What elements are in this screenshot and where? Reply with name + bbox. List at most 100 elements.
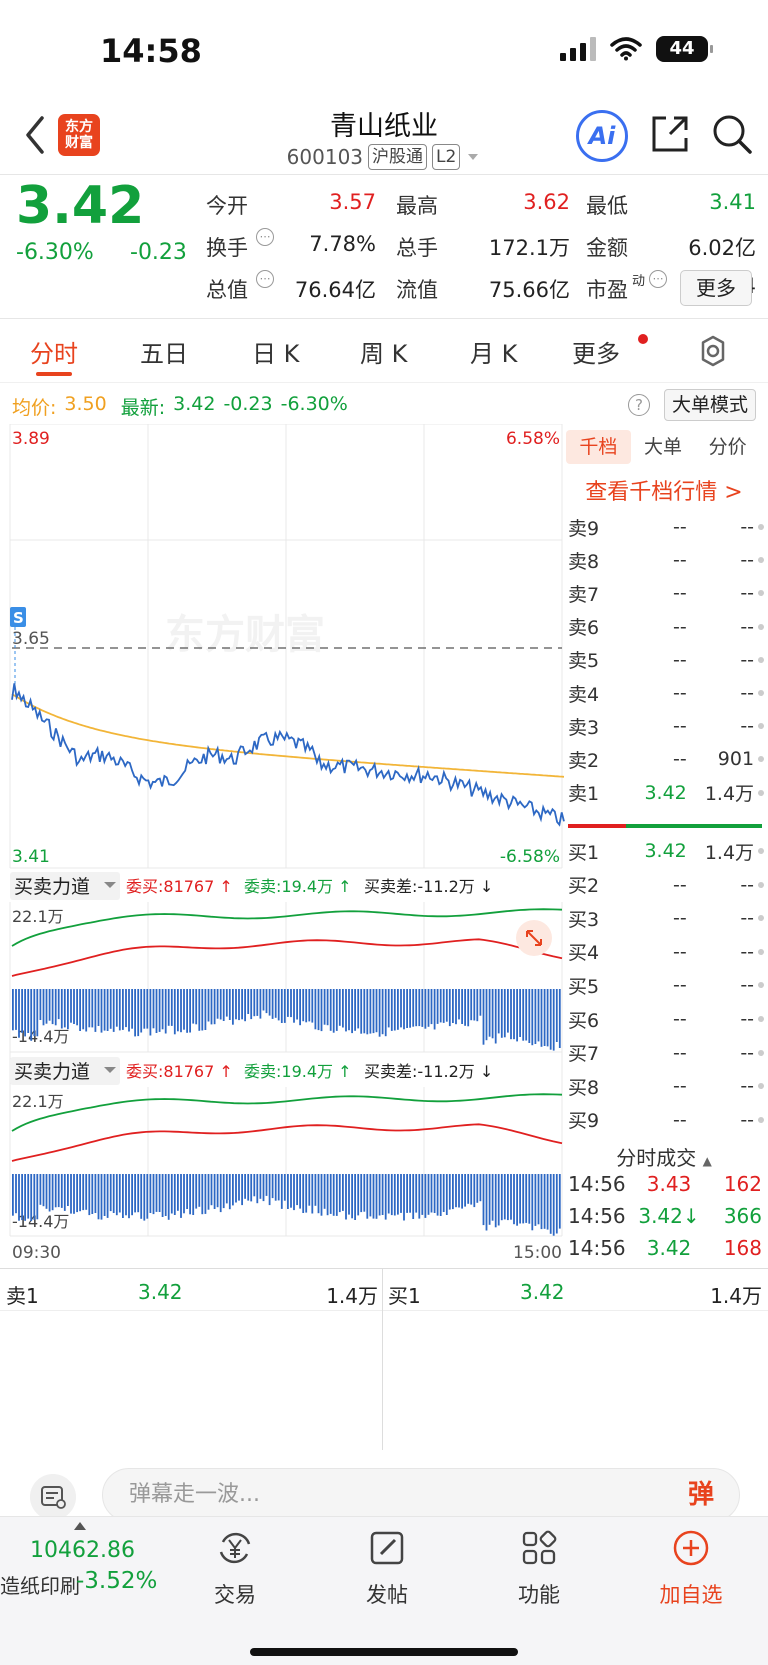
orderbook-row[interactable]: 买6 -- -- — [568, 1002, 764, 1036]
nav-function[interactable]: 功能 — [484, 1528, 594, 1609]
force-bar — [363, 1174, 366, 1212]
force-bar — [232, 989, 234, 1025]
quote-label: 最高 — [396, 194, 438, 218]
orderbook-row[interactable]: 买5 -- -- — [568, 968, 764, 1002]
notification-dot — [638, 334, 648, 344]
force-bar — [204, 1174, 207, 1214]
force-bar — [452, 1174, 454, 1210]
help-icon[interactable]: ? — [628, 394, 650, 416]
info-icon[interactable]: ⋯ — [256, 270, 274, 288]
danmu-input[interactable]: 弹幕走一波... — [102, 1468, 740, 1522]
force-bar — [525, 1174, 528, 1223]
stock-code-row[interactable]: 600103 沪股通 L2 — [0, 144, 768, 170]
nav-add-watch[interactable]: 加自选 — [636, 1528, 746, 1609]
force-bar — [51, 989, 54, 1025]
force-bar — [326, 989, 329, 1026]
big-order-mode-button[interactable]: 大单模式 — [664, 389, 756, 421]
orderbook-row[interactable]: 买2 -- -- — [568, 868, 764, 902]
view-qiandang-link[interactable]: 查看千档行情 > — [585, 480, 743, 505]
force-bar — [228, 1174, 231, 1210]
ai-button[interactable]: Ai — [576, 110, 628, 162]
danmu-button[interactable]: 弹 — [687, 1480, 714, 1510]
tick-price: 3.42 — [646, 1236, 692, 1260]
tab-more[interactable]: 更多 — [572, 340, 620, 368]
orderbook-row[interactable]: 买1 3.42 1.4万 — [568, 834, 764, 868]
index-pct[interactable]: -3.52% — [76, 1568, 158, 1594]
force-top: 22.1万 — [12, 907, 64, 926]
danmu-settings-icon[interactable] — [30, 1474, 76, 1520]
force-bar — [39, 1174, 42, 1205]
index-name[interactable]: 造纸印刷 — [0, 1574, 80, 1598]
force-bar — [485, 989, 488, 1041]
force-bar — [54, 1174, 57, 1208]
orderbook-row[interactable]: 卖6 -- -- — [568, 610, 764, 644]
force-bars-1 — [12, 989, 561, 1051]
tick-volume: 162 — [723, 1172, 762, 1196]
tab-week-k[interactable]: 周 K — [360, 340, 408, 368]
orderbook-row[interactable]: 卖8 -- -- — [568, 543, 764, 577]
force-bar — [277, 1174, 280, 1201]
orderbook-row[interactable]: 卖3 -- -- — [568, 709, 764, 743]
back-button[interactable] — [20, 112, 50, 158]
tab-dadan[interactable]: 大单 — [644, 436, 683, 458]
level-dot — [758, 1049, 764, 1056]
force-bar — [308, 989, 311, 1022]
index-expand-icon[interactable] — [74, 1522, 86, 1530]
level-label: 买1 — [568, 841, 600, 864]
nav-trade[interactable]: 交易 — [180, 1528, 290, 1609]
level-dot — [758, 848, 764, 854]
more-button[interactable]: 更多 — [680, 270, 752, 306]
y-bottom-label: 3.41 — [12, 847, 50, 867]
force-bar — [375, 1174, 378, 1219]
orderbook-row[interactable]: 买9 -- -- — [568, 1103, 764, 1137]
force-bar — [250, 1174, 253, 1202]
force-bar — [183, 989, 185, 1030]
force-bar — [558, 989, 561, 1048]
orderbook-row[interactable]: 卖1 3.42 1.4万 — [568, 776, 764, 810]
force-bar — [70, 989, 72, 1023]
force-bar — [100, 1174, 103, 1220]
force-bar — [167, 989, 170, 1026]
force-bar — [177, 989, 179, 1032]
app-logo[interactable]: 东方 财富 — [58, 114, 100, 156]
nav-post[interactable]: 发帖 — [332, 1528, 442, 1609]
orderbook-row[interactable]: 卖4 -- -- — [568, 676, 764, 710]
tab-fenshi[interactable]: 分时 — [30, 340, 78, 368]
tab-wuri[interactable]: 五日 — [140, 340, 188, 368]
orderbook-row[interactable]: 买7 -- -- — [568, 1036, 764, 1070]
force-bar — [534, 1174, 537, 1226]
latest-pct: -6.30% — [280, 393, 348, 415]
force-bar — [198, 1174, 201, 1207]
force-bar — [507, 1174, 509, 1221]
tab-qiandang[interactable]: 千档 — [566, 430, 631, 464]
intraday-chart[interactable]: 东方财富 3.65 3.89 6.58% 3.41 -6.58% S 买卖力道 … — [0, 424, 566, 1266]
force-bar — [183, 1174, 185, 1214]
orderbook-row[interactable]: 卖7 -- -- — [568, 576, 764, 610]
info-icon[interactable]: ⋯ — [256, 228, 274, 246]
orderbook-row[interactable]: 卖2 -- 901 — [568, 742, 764, 776]
orderbook-row[interactable]: 买3 -- -- — [568, 901, 764, 935]
level-label: 卖5 — [568, 650, 600, 673]
quote-value: 6.02亿 — [688, 236, 756, 260]
orderbook-row[interactable]: 卖9 -- -- — [568, 510, 764, 544]
share-icon[interactable] — [648, 112, 692, 156]
search-icon[interactable] — [710, 112, 754, 156]
force-bar — [516, 1174, 518, 1226]
force-bar — [216, 1174, 219, 1208]
orderbook-row[interactable]: 卖5 -- -- — [568, 643, 764, 677]
level-dot — [758, 881, 764, 888]
info-icon[interactable]: ⋯ — [649, 270, 668, 288]
level-label: 买6 — [568, 1009, 600, 1032]
orderbook-row[interactable]: 买8 -- -- — [568, 1069, 764, 1103]
orderbook-row[interactable]: 买4 -- -- — [568, 935, 764, 969]
gear-icon[interactable] — [696, 334, 730, 368]
avg-price-line — [11, 693, 565, 778]
orderbook-tabs: 千档 大单 分价 — [566, 430, 760, 464]
index-value[interactable]: 10462.86 — [30, 1538, 135, 1563]
tab-day-k[interactable]: 日 K — [252, 340, 300, 368]
tab-fenjia[interactable]: 分价 — [708, 436, 747, 458]
ticks-header[interactable]: 分时成交 ▲ — [566, 1142, 762, 1171]
force-bars-2 — [12, 1174, 561, 1236]
force-bar — [357, 1174, 360, 1216]
tab-month-k[interactable]: 月 K — [470, 340, 518, 368]
